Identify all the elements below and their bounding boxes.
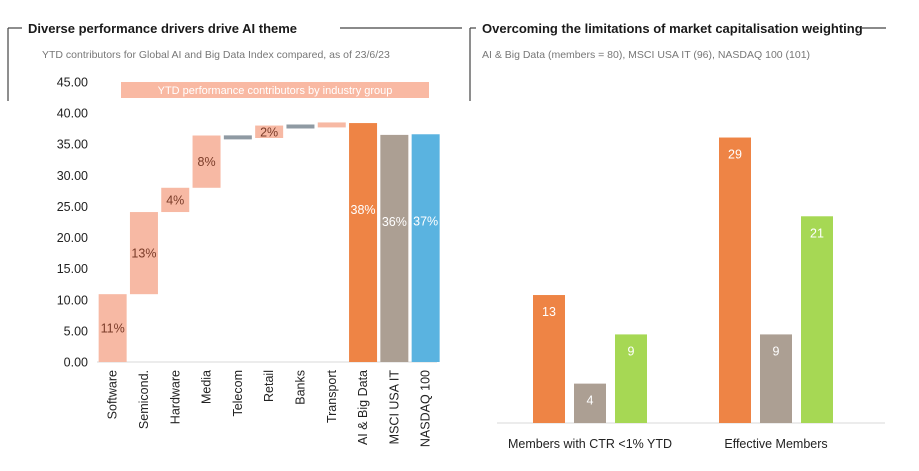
y-tick-label: 30.00 [57,169,88,183]
bar-nasdaq-100 [411,134,440,362]
bar-members-with-ctr-1-ytd-ai-big-data [533,295,565,423]
x-tick-label: Banks [293,370,307,405]
left-panel-header: Diverse performance drivers drive AI the… [7,21,462,101]
right-x-axis-labels: Members with CTR <1% YTD Effective Member… [508,437,828,451]
x-tick-label: Media [200,370,214,404]
bar-value-label: 9 [628,344,635,358]
x-tick-label: AI & Big Data [356,370,370,445]
bar-value-label: 2% [260,125,278,139]
category-label: Members with CTR <1% YTD [508,437,672,451]
bar-media [192,135,221,188]
left-panel-title: Diverse performance drivers drive AI the… [28,21,297,36]
x-axis-labels: Software Semicond. Hardware Media Telecom Ret… [106,369,433,447]
bar-members-with-ctr-1-ytd-msci-usa-it [574,383,606,423]
banner-background [121,82,429,98]
bar-members-with-ctr-1-ytd-green-series [615,334,647,423]
waterfall-bars: 11% 13% 4% 8% 2% 38% 36% 37% [98,122,440,362]
y-tick-label: 35.00 [57,138,88,152]
bar-hardware [161,187,190,213]
y-tick-label: 10.00 [57,293,88,307]
y-tick-label: 20.00 [57,231,88,245]
bar-value-label: 4 [587,394,594,408]
bar-effective-members-ai-big-data [719,137,751,423]
category-label: Effective Members [724,437,827,451]
x-tick-label: Hardware [168,370,182,424]
bar-value-label: 36% [382,215,407,229]
banner-label: YTD performance contributors by industry… [158,85,393,97]
bar-value-label: 9 [773,344,780,358]
y-axis: 0.00 5.00 10.00 15.00 20.00 25.00 30.00 35.00 40… [57,76,88,370]
bar-ai-big-data [349,123,378,362]
y-tick-label: 45.00 [57,76,88,90]
x-tick-label: Telecom [231,370,245,417]
y-tick-label: 15.00 [57,262,88,276]
bar-value-label: 8% [198,155,216,169]
x-tick-label: Semicond. [137,370,151,429]
x-tick-label: NASDAQ 100 [419,370,433,447]
right-panel-header: Overcoming the limitations of market cap… [469,21,886,101]
right-panel-title: Overcoming the limitations of market cap… [482,21,863,36]
x-tick-label: Retail [262,370,276,402]
right-panel-subtitle: AI & Big Data (members = 80), MSCI USA I… [482,49,810,61]
x-tick-label: Transport [325,369,339,423]
x-tick-label: MSCI USA IT [387,370,401,445]
waterfall-chart: YTD performance contributors by industry… [57,76,440,447]
bar-telecom [223,135,252,140]
bar-semicond [129,212,158,295]
bar-retail [255,125,284,138]
y-tick-label: 5.00 [64,324,88,338]
y-tick-label: 0.00 [64,356,88,370]
bar-value-label: 13 [542,305,556,319]
bar-value-label: 11% [101,322,125,336]
bar-banks [286,124,315,129]
bar-value-label: 21 [810,226,824,240]
y-tick-label: 25.00 [57,200,88,214]
bar-value-label: 13% [131,247,156,261]
bar-value-label: 38% [351,203,376,217]
bar-effective-members-green-series [801,216,833,423]
x-tick-label: Software [106,370,120,419]
y-tick-label: 40.00 [57,107,88,121]
bar-msci-usa-it [380,134,409,362]
left-panel-subtitle: YTD contributors for Global AI and Big D… [42,49,390,61]
bar-value-label: 4% [166,193,184,207]
bar-value-label: 29 [728,148,742,162]
bar-transport [317,122,346,128]
bar-software [98,294,127,362]
bar-value-label: 37% [413,214,438,228]
bar-effective-members-msci-usa-it [760,334,792,423]
